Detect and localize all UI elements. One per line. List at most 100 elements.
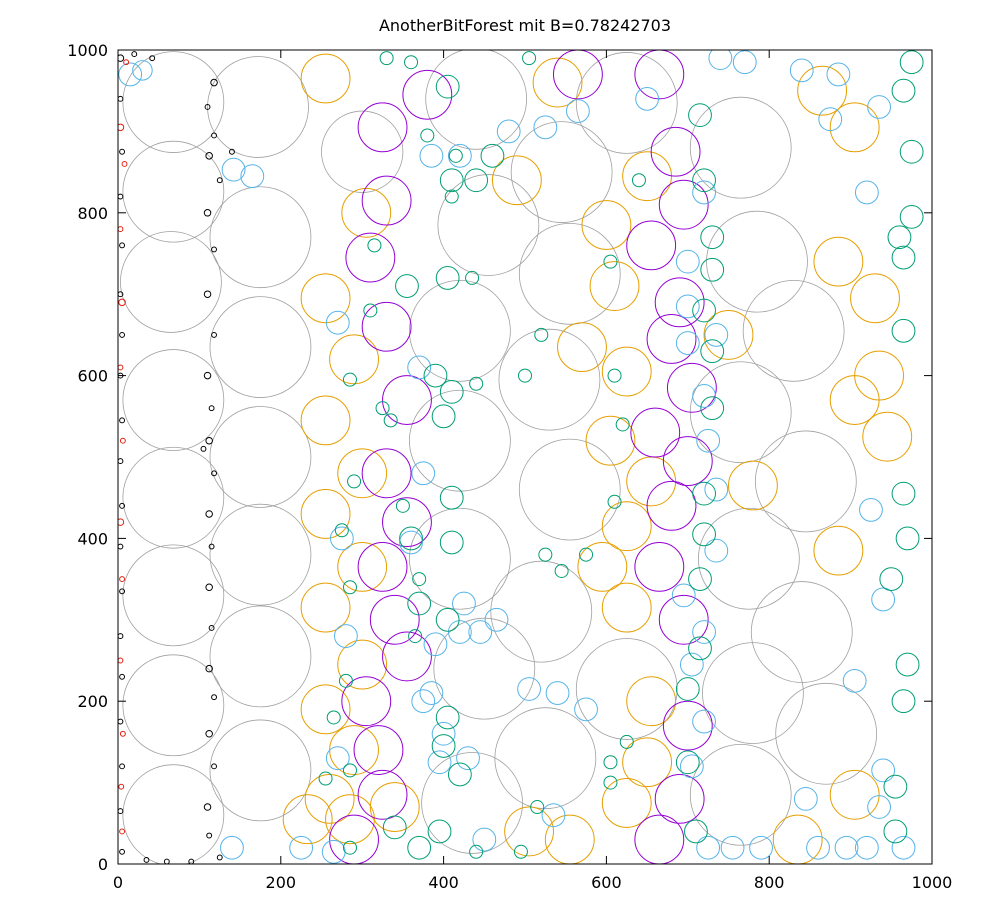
circle-mark-green-17 — [431, 734, 456, 758]
circle-mark-gold-32 — [504, 806, 554, 857]
circle-mark-gray-11 — [209, 605, 312, 708]
circle-mark-gray-3 — [209, 186, 312, 289]
circle-mark-green-63 — [619, 734, 634, 749]
circle-mark-gray-28 — [421, 752, 523, 854]
circle-mark-gold-21 — [557, 322, 607, 373]
circle-mark-green-69 — [363, 303, 378, 318]
circle-mark-sky-5 — [447, 143, 472, 168]
circle-mark-black-16 — [205, 510, 213, 518]
circle-mark-green-12 — [439, 485, 464, 510]
circle-mark-gold-22 — [601, 346, 652, 397]
circle-mark-gray-40 — [425, 50, 528, 150]
circle-mark-sky-46 — [452, 591, 476, 616]
circle-mark-gold-17 — [532, 57, 583, 108]
circle-mark-black-25 — [206, 832, 213, 839]
circle-mark-black-46 — [118, 808, 124, 815]
circle-mark-green-5 — [480, 143, 505, 168]
circle-mark-green-47 — [883, 819, 908, 844]
circle-mark-sky-54 — [456, 746, 480, 771]
circle-mark-sky-34 — [806, 835, 830, 860]
circle-mark-gold-14 — [300, 684, 351, 735]
circle-mark-gray-17 — [510, 121, 613, 223]
circle-mark-sky-36 — [854, 835, 879, 860]
circle-mark-gold-33 — [703, 309, 754, 360]
circle-mark-gold-26 — [577, 541, 628, 592]
circle-mark-gold-20 — [589, 261, 640, 311]
circle-mark-black-32 — [118, 193, 124, 200]
circle-mark-sky-63 — [334, 624, 358, 648]
circle-mark-gray-34 — [754, 430, 857, 533]
axes: 0 200 400 600 800 1000 0 200 400 600 800 1000 — [67, 41, 952, 892]
circle-mark-gray-31 — [706, 210, 808, 313]
circle-mark-black-30 — [118, 95, 124, 102]
circle-mark-black-12 — [203, 371, 212, 380]
circle-mark-purple-23 — [662, 436, 713, 486]
circle-mark-sky-32 — [720, 835, 745, 860]
circle-mark-gray-39 — [689, 743, 792, 846]
x-tick-label-1: 200 — [266, 873, 297, 892]
circle-mark-gray-29 — [575, 638, 678, 740]
circle-mark-sky-13 — [867, 95, 891, 119]
circle-mark-green-73 — [342, 580, 357, 595]
circle-mark-black-21 — [211, 694, 217, 701]
circle-mark-sky-35 — [834, 835, 859, 860]
circle-mark-purple-14 — [329, 814, 379, 864]
circle-mark-gold-40 — [829, 375, 880, 425]
circle-mark-sky-45 — [399, 530, 423, 555]
circle-mark-sky-1 — [132, 60, 153, 81]
circle-mark-black-48 — [229, 148, 235, 155]
circle-mark-green-61 — [603, 755, 618, 770]
circle-mark-gray-8 — [122, 446, 225, 549]
circle-mark-sky-21 — [675, 331, 700, 355]
circle-mark-red-7 — [119, 576, 126, 583]
circle-mark-green-4 — [464, 168, 489, 193]
chart-title: AnotherBitForest mit B=0.78242703 — [379, 16, 671, 35]
circle-mark-green-74 — [338, 673, 353, 688]
circle-mark-black-47 — [119, 848, 126, 855]
circle-mark-gold-39 — [854, 350, 905, 401]
circle-mark-gray-32 — [742, 279, 845, 382]
circle-mark-gray-22 — [409, 389, 511, 492]
circle-mark-sky-61 — [325, 310, 350, 335]
circle-mark-sky-16 — [692, 180, 716, 205]
circle-mark-black-29 — [216, 854, 223, 861]
circle-mark-gray-27 — [494, 707, 597, 810]
circle-mark-sky-25 — [704, 538, 729, 563]
circle-mark-gold-6 — [300, 273, 351, 324]
circle-mark-gray-30 — [689, 96, 792, 199]
circle-mark-sky-43 — [407, 355, 432, 380]
circle-mark-black-27 — [163, 858, 170, 864]
circle-mark-green-0 — [382, 815, 407, 840]
circle-mark-black-9 — [211, 246, 217, 253]
circle-mark-purple-0 — [402, 69, 453, 120]
circle-mark-sky-11 — [789, 58, 814, 83]
circle-mark-green-46 — [883, 774, 908, 799]
circle-mark-green-72 — [334, 523, 349, 538]
y-tick-label-0: 0 — [98, 855, 108, 874]
circle-mark-gray-10 — [122, 544, 225, 647]
circle-mark-purple-19 — [654, 277, 705, 328]
circle-mark-sky-66 — [220, 835, 244, 860]
x-tick-label-5: 1000 — [912, 873, 953, 892]
circle-mark-red-6 — [118, 518, 125, 526]
circle-mark-green-14 — [407, 591, 432, 616]
circle-mark-green-49 — [522, 51, 537, 66]
circle-mark-green-2 — [435, 74, 460, 99]
circle-mark-green-9 — [431, 404, 456, 429]
circle-mark-green-42 — [895, 526, 920, 551]
y-tick-label-1: 200 — [77, 692, 108, 711]
circle-mark-gray-16 — [575, 52, 678, 154]
circle-mark-sky-48 — [468, 620, 493, 644]
circle-mark-sky-4 — [419, 143, 444, 168]
circle-mark-black-20 — [205, 664, 213, 673]
circle-mark-purple-15 — [634, 50, 685, 100]
circle-mark-green-66 — [469, 844, 484, 859]
circle-mark-black-37 — [119, 417, 126, 424]
circle-mark-black-26 — [143, 856, 150, 863]
circle-mark-green-27 — [692, 481, 716, 506]
circle-mark-purple-21 — [666, 362, 717, 413]
circle-mark-purple-4 — [361, 301, 412, 352]
circle-mark-sky-50 — [423, 632, 448, 657]
circle-mark-gold-31 — [544, 814, 595, 864]
circle-mark-green-30 — [688, 636, 712, 661]
